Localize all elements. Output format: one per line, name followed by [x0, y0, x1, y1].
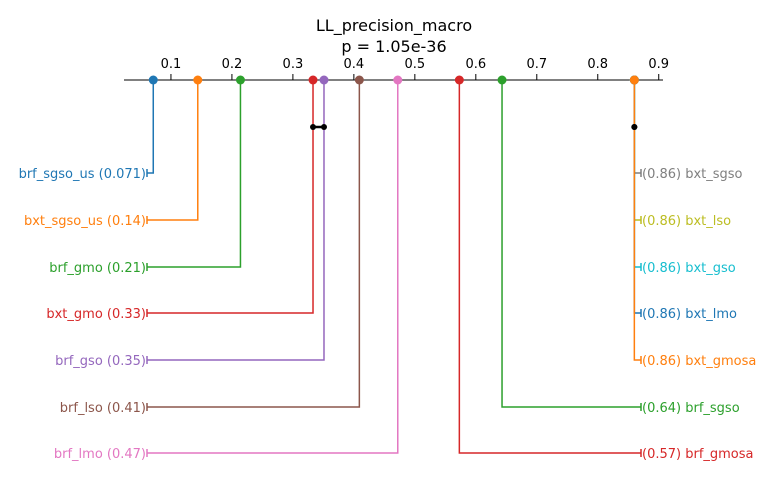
axis-tick-label: 0.2	[222, 57, 243, 72]
method-rank-dot	[354, 75, 364, 85]
method-label: (0.86) bxt_gmosa	[642, 354, 756, 369]
chart-subtitle: p = 1.05e-36	[341, 37, 446, 56]
axis-tick-label: 0.4	[344, 57, 365, 72]
method-rank-dot	[454, 75, 464, 85]
axis-ticks: 0.1 0.2 0.3 0.4 0.5 0.6 0.7 0.8 0.9	[161, 57, 669, 80]
chart-title: LL_precision_macro	[316, 16, 472, 36]
method-label: (0.86) bxt_sgso	[642, 167, 743, 182]
method-label: brf_lso (0.41)	[60, 401, 146, 416]
method-rank-dot	[235, 75, 245, 85]
method-line	[501, 80, 641, 408]
axis-tick-label: 0.7	[526, 57, 547, 72]
method-line	[633, 80, 641, 361]
method-label: bxt_gmo (0.33)	[46, 307, 146, 322]
axis-tick-label: 0.9	[648, 57, 669, 72]
clique-end-dot	[310, 124, 317, 130]
method-label: (0.86) bxt_lso	[642, 214, 731, 229]
method-line	[147, 80, 314, 314]
clique-end-dot	[320, 124, 327, 130]
clique-end-dot	[631, 124, 638, 130]
method-label: (0.64) brf_sgso	[642, 401, 740, 416]
method-line	[633, 80, 641, 314]
method-line	[147, 80, 155, 174]
method-line	[147, 80, 399, 454]
axis-tick-label: 0.8	[587, 57, 608, 72]
method-line	[147, 80, 361, 408]
method-label: (0.57) brf_gmosa	[642, 447, 754, 462]
method-rank-dot	[497, 75, 507, 85]
method-line	[147, 80, 199, 221]
axis-tick-label: 0.5	[404, 57, 425, 72]
method-labels: (0.86) bxt_sgso (0.86) bxt_lso (0.86) bxt_…	[19, 167, 757, 462]
method-rank-dot	[148, 75, 158, 85]
method-label: (0.86) bxt_lmo	[642, 307, 737, 322]
method-label: brf_lmo (0.47)	[54, 447, 146, 462]
method-label: (0.86) bxt_gso	[642, 261, 736, 276]
method-rank-dot	[393, 75, 403, 85]
method-label: bxt_sgso_us (0.14)	[24, 214, 146, 229]
clique-bars	[310, 124, 638, 130]
axis-tick-label: 0.6	[465, 57, 486, 72]
method-line	[633, 80, 641, 221]
method-rank-dot	[193, 75, 203, 85]
method-rank-dot	[319, 75, 329, 85]
method-line	[147, 80, 325, 361]
method-lines	[146, 75, 642, 457]
axis-tick-label: 0.1	[161, 57, 182, 72]
method-rank-dot	[308, 75, 318, 85]
method-label: brf_gmo (0.21)	[49, 261, 146, 276]
axis-tick-label: 0.3	[283, 57, 304, 72]
method-line	[458, 80, 641, 454]
method-line	[147, 80, 242, 268]
method-rank-dot	[629, 75, 639, 85]
method-label: brf_sgso_us (0.071)	[19, 167, 146, 182]
method-label: brf_gso (0.35)	[55, 354, 146, 369]
